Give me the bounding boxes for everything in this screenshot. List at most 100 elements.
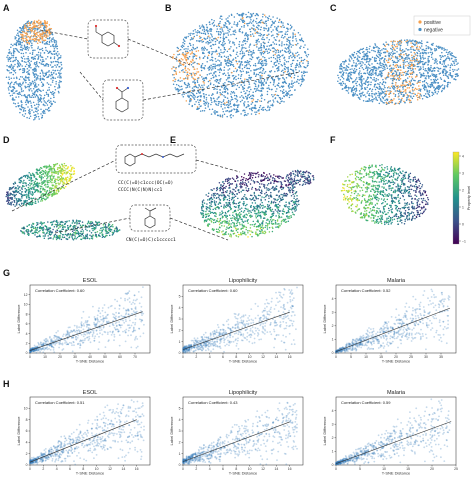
x-tick-label: 0 — [182, 467, 184, 471]
tsne-panel-c — [337, 39, 460, 105]
y-tick-label: 0 — [179, 351, 181, 355]
x-tick-label: 10 — [95, 467, 99, 471]
y-axis-label: Label Difference — [169, 416, 174, 446]
fit-line — [182, 311, 290, 350]
x-tick-label: 0 — [29, 467, 31, 471]
plot-frame — [182, 396, 304, 466]
x-tick-label: 4 — [209, 467, 211, 471]
y-tick-label: 0 — [179, 463, 181, 467]
x-tick-label: 70 — [133, 355, 137, 359]
y-tick-label: 1 — [179, 340, 181, 344]
scatter-plot-2: 0 2 4 6 8 10 12 14 16012345LipophilicityCorrelat… — [169, 278, 304, 364]
plot-frame — [335, 396, 457, 466]
y-tick-label: 10 — [24, 407, 28, 411]
x-tick-label: 10 — [248, 355, 252, 359]
x-axis-label: T-SNE Distance — [229, 471, 258, 476]
x-tick-label: 25 — [409, 355, 413, 359]
y-tick-label: 8 — [26, 418, 28, 422]
x-tick-label: 10 — [364, 355, 368, 359]
plot-title: Lipophilicity — [229, 278, 258, 284]
fit-line — [335, 421, 452, 464]
correlation-annotation: Correlation Coefficient: 0.43 — [188, 400, 238, 405]
x-tick-label: 6 — [222, 467, 224, 471]
molecule-box-top — [87, 19, 129, 59]
scatter-plot-3: 0 5 10 15 20 25 30 35 0 1 2 3 4 Malaria Correlation Co… — [322, 278, 457, 364]
panel-letter-c: C — [330, 3, 337, 13]
panel-letter-e: E — [170, 135, 176, 145]
colorbar-tick-label: −1 — [462, 239, 466, 243]
y-tick-label: 6 — [26, 322, 28, 326]
molecule-box-bottom — [102, 79, 144, 121]
x-tick-label: 8 — [82, 467, 84, 471]
panel-letter-f: F — [330, 135, 336, 145]
plot-frame — [29, 396, 151, 466]
x-tick-label: 14 — [121, 467, 125, 471]
y-tick-label: 4 — [179, 418, 181, 422]
x-tick-label: 20 — [394, 355, 398, 359]
plot-frame — [182, 284, 304, 354]
x-axis-label: T-SNE Distance — [76, 471, 105, 476]
plot-title: Malaria — [387, 390, 406, 396]
plot-title: ESOL — [83, 278, 98, 284]
x-tick-label: 20 — [58, 355, 62, 359]
y-tick-label: 4 — [332, 409, 334, 413]
smiles-text-e: CN(C(=O)C)c1ccccc1 — [126, 237, 176, 243]
legend-c: positive negative — [413, 15, 471, 36]
correlation-annotation: Correlation Coefficient: 0.59 — [341, 400, 391, 405]
y-tick-label: 2 — [332, 436, 334, 440]
x-tick-label: 5 — [350, 355, 352, 359]
x-tick-label: 16 — [135, 467, 139, 471]
y-axis-label: Label Difference — [16, 304, 21, 334]
molecule-structure-icon — [124, 153, 185, 167]
colorbar-label: Property level — [466, 186, 471, 211]
x-tick-label: 4 — [209, 355, 211, 359]
x-tick-label: 50 — [103, 355, 107, 359]
colorbar-f: 4 3 2 1 0 −1 Property level — [452, 151, 471, 245]
connector-lines — [11, 29, 301, 241]
x-tick-label: 14 — [274, 467, 278, 471]
y-tick-label: 1 — [179, 452, 181, 456]
plot-frame — [29, 284, 151, 354]
colorbar-tick-label: 2 — [462, 188, 464, 192]
scatter-points — [29, 286, 145, 354]
smiles-text-line-1: CC(C(=O)c1ccc(OC(=O) — [118, 180, 173, 186]
y-tick-label: 4 — [332, 297, 334, 301]
correlation-annotation: Correlation Coefficient: 0.60 — [188, 288, 238, 293]
tsne-panel-b — [171, 11, 310, 119]
molecule-box-d-bottom — [129, 204, 171, 232]
y-axis-label: Label Difference — [16, 416, 21, 446]
x-tick-label: 10 — [382, 467, 386, 471]
x-axis-label: T-SNE Distance — [382, 471, 411, 476]
y-axis-label: Label Difference — [322, 416, 327, 446]
scatter-plot-4: 0 2 4 6 8 10 12 14 16 0 2 4 6 8 10 ESOL Correlation Coef… — [16, 390, 151, 476]
plot-title: Lipophilicity — [229, 390, 258, 396]
x-tick-label: 35 — [439, 355, 443, 359]
fit-line — [29, 311, 143, 351]
x-tick-label: 16 — [288, 355, 292, 359]
x-tick-label: 8 — [235, 355, 237, 359]
x-axis-label: T-SNE Distance — [382, 359, 411, 364]
x-tick-label: 0 — [29, 355, 31, 359]
y-tick-label: 6 — [26, 429, 28, 433]
y-tick-label: 12 — [24, 293, 28, 297]
y-tick-label: 5 — [179, 295, 181, 299]
colorbar-tick-label: 1 — [462, 205, 464, 209]
x-tick-label: 0 — [335, 355, 337, 359]
correlation-annotation: Correlation Coefficient: 0.60 — [35, 288, 85, 293]
y-tick-label: 0 — [26, 463, 28, 467]
y-tick-label: 4 — [179, 306, 181, 310]
y-tick-label: 0 — [26, 351, 28, 355]
correlation-annotation: Correlation Coefficient: 0.51 — [35, 400, 85, 405]
panel-letter-g: G — [3, 268, 10, 278]
y-tick-label: 2 — [179, 441, 181, 445]
tsne-panel-e — [200, 169, 315, 238]
x-axis-label: T-SNE Distance — [76, 359, 105, 364]
y-tick-label: 8 — [26, 312, 28, 316]
x-tick-label: 6 — [222, 355, 224, 359]
correlation-annotation: Correlation Coefficient: 0.52 — [341, 288, 391, 293]
scatter-points — [29, 399, 145, 466]
y-tick-label: 2 — [332, 324, 334, 328]
x-tick-label: 15 — [379, 355, 383, 359]
y-axis-label: Label Difference — [322, 304, 327, 334]
